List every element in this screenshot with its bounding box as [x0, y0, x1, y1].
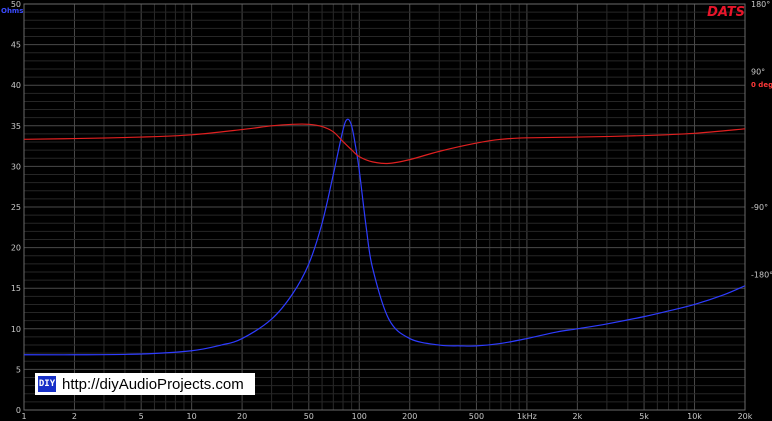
y-tick-label-left: 30 [11, 162, 21, 171]
y-tick-label-left: 5 [16, 365, 21, 374]
x-tick-label: 20k [738, 412, 753, 421]
x-tick-label: 200 [402, 412, 417, 421]
y-tick-label-left: 40 [11, 81, 21, 90]
y-tick-label-right: 90° [751, 68, 765, 77]
series-layer [23, 118, 746, 356]
x-tick-label: 50 [304, 412, 314, 421]
y-tick-label-right: -90° [751, 203, 768, 212]
y-tick-label-left: 45 [11, 41, 21, 50]
y-tick-label-left: 25 [11, 203, 21, 212]
y-axis-label-right-zero: 0 deg [751, 81, 772, 89]
ticks-layer: 1 2 5 10 20 50 100 200 500 1kHz 2k 5k 10k 20k05101520… [11, 0, 772, 421]
y-tick-label-left: 35 [11, 122, 21, 131]
x-tick-label: 500 [469, 412, 484, 421]
y-tick-label-left: 15 [11, 284, 21, 293]
y-tick-label-left: 0 [16, 406, 21, 415]
y-tick-label-left: 50 [11, 0, 21, 9]
phase-curve [23, 123, 746, 165]
plot-frame [23, 3, 746, 411]
plot-border [23, 3, 746, 411]
x-tick-label: 1kHz [517, 412, 537, 421]
watermark-url[interactable]: http://diyAudioProjects.com [62, 375, 244, 393]
impedance-curve [23, 118, 746, 356]
y-tick-label-left: 10 [11, 325, 21, 334]
brand-logo: DATS [707, 5, 745, 20]
x-tick-label: 20 [237, 412, 247, 421]
x-tick-label: 10k [687, 412, 702, 421]
watermark-banner: DIY http://diyAudioProjects.com [35, 373, 255, 395]
y-tick-label-left: 20 [11, 244, 21, 253]
x-tick-label: 5k [639, 412, 649, 421]
y-tick-label-right: -180° [751, 271, 772, 280]
x-tick-label: 2 [72, 412, 77, 421]
x-tick-label: 5 [139, 412, 144, 421]
x-tick-label: 1 [21, 412, 26, 421]
y-axis-label-left: Ohms [1, 7, 23, 15]
diy-logo: DIY [38, 376, 56, 392]
x-tick-label: 100 [352, 412, 367, 421]
x-tick-label: 2k [572, 412, 582, 421]
x-tick-label: 10 [187, 412, 197, 421]
y-tick-label-right: 180° [751, 0, 770, 9]
